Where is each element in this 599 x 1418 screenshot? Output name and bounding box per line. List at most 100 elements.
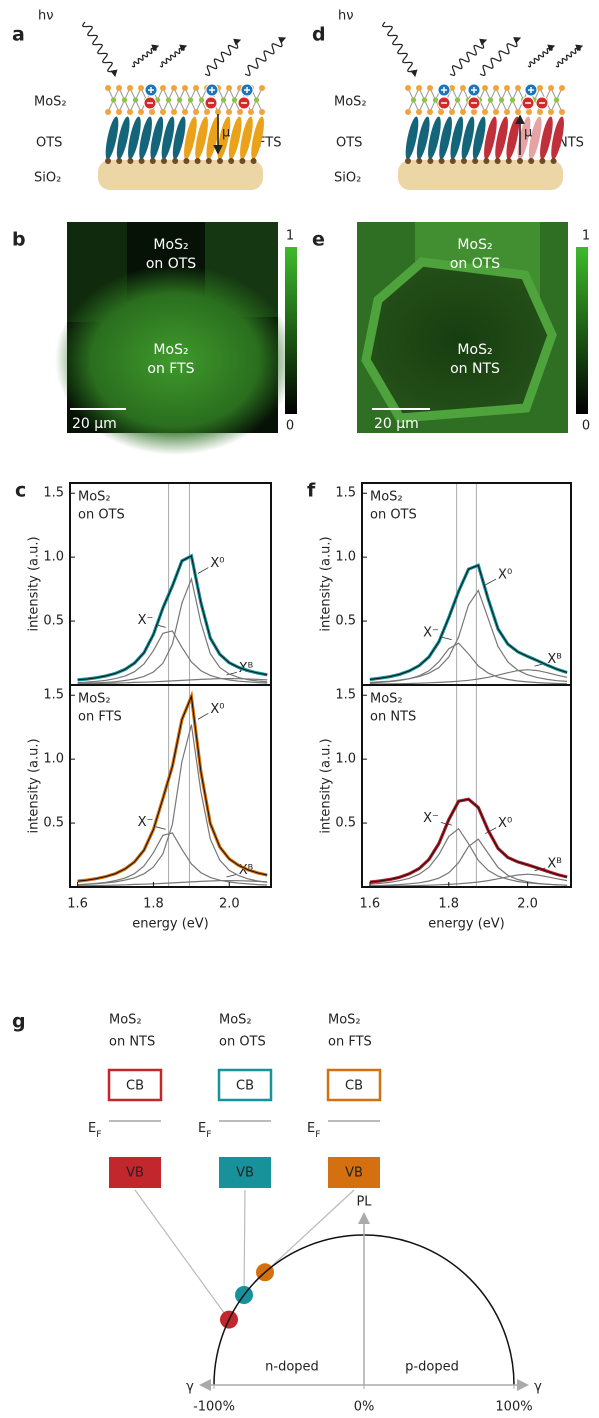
y-tick-label: 1.0 [43,752,64,767]
molybdenum [165,97,172,103]
anchor [217,158,223,164]
molecule [450,116,464,160]
x-tick-label: -100% [193,1400,235,1415]
anchor [449,158,456,164]
sulfur [515,85,521,91]
sulfur [149,109,155,115]
anchor [228,158,235,164]
sulfur [116,85,122,91]
region-label: on OTS [450,256,500,272]
colorbar-min: 0 [286,419,294,434]
sulfur [504,109,510,115]
sulfur [548,109,554,115]
conduction-band [107,1068,163,1102]
connector [134,1189,230,1320]
anchor [517,158,523,164]
anchor [494,158,501,164]
peak-leader [155,826,166,830]
y-tick-label: 1.0 [43,550,64,565]
molybdenum [410,97,417,103]
sulfur [259,85,265,91]
anchor [550,158,557,164]
y-tick-label: 0.5 [43,816,64,831]
spectrum [369,563,568,682]
y-tick-label: 1.5 [43,688,64,703]
y-axis-label: intensity (a.u.) [27,738,42,833]
molecule [172,116,186,160]
molybdenum [220,97,227,103]
y-tick-label: 1.5 [335,688,356,703]
molecule [240,116,253,160]
molybdenum [132,97,139,103]
substrate-label: SiO₂ [34,171,61,186]
sulfur [138,85,144,91]
fermi-main: E [307,1121,315,1136]
anchor [116,158,123,164]
sulfur [204,109,210,115]
sulfur [482,109,488,115]
spectrum-fit [369,798,568,883]
anchor [194,158,201,164]
anchor [416,158,423,164]
peak-leader [226,873,237,878]
fit-component [369,642,568,685]
region-label: on FTS [147,361,194,377]
molybdenum [498,97,505,103]
sulfur [449,109,455,115]
light-wave [449,38,488,77]
peak-label: X⁰ [210,556,224,571]
sulfur [537,85,543,91]
panel-label: g [12,1011,26,1033]
fit-component [77,880,268,887]
plus [528,87,534,93]
molybdenum [187,97,194,103]
plot-frame [361,684,572,888]
sulfur [405,109,411,115]
fit-component [77,724,268,886]
molecule [484,116,497,160]
y-tick-label: 0.5 [43,614,64,629]
y-axis-label: PL [356,1195,372,1210]
column-title: MoS₂ [219,1013,252,1028]
fermi-main: E [198,1121,206,1136]
sulfur [482,85,488,91]
colorbar-min: 0 [582,419,590,434]
anchor [172,158,179,164]
anchor [461,158,467,164]
sulfur [226,85,232,91]
column-title: on FTS [328,1035,372,1050]
anchor [427,158,434,164]
anchor [472,158,479,164]
connector [264,1189,355,1273]
layer-label: MoS₂ [334,95,367,110]
molecule [517,116,531,160]
light-wave [382,21,418,78]
fermi-sub: F [315,1130,320,1140]
pl-map-b [55,222,297,455]
right-label: FTS [258,136,281,151]
peak-leader [485,578,497,586]
molybdenum [454,97,461,103]
sulfur [259,109,265,115]
fermi-sub: F [206,1130,211,1140]
panel-annotation: on OTS [370,508,417,523]
peak-leader [440,636,452,641]
anchor [149,158,156,164]
sulfur [493,109,499,115]
molybdenum [231,97,238,103]
molybdenum [198,97,205,103]
sulfur [416,109,422,115]
sulfur [182,85,188,91]
x-axis-label: γ [186,1380,194,1395]
region-label: n-doped [265,1360,319,1375]
substrate [98,160,263,190]
anchor [161,158,167,164]
light-label: hν [338,9,354,24]
anchor [138,158,145,164]
column-title: MoS₂ [109,1013,142,1028]
molecule [540,116,553,160]
anchor [250,158,257,164]
sulfur [559,109,565,115]
left-label: OTS [336,136,362,151]
